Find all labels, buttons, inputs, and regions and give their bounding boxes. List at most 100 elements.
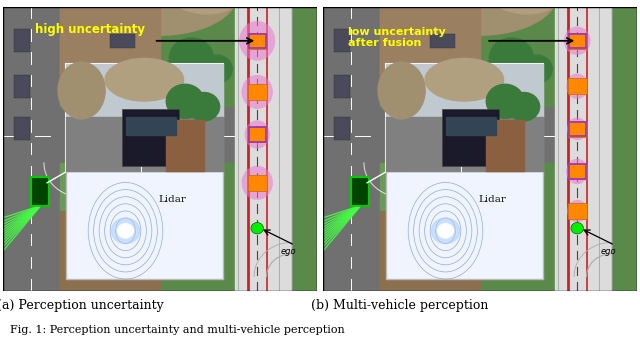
Bar — [31, 177, 49, 206]
Text: ego: ego — [281, 247, 296, 256]
Circle shape — [571, 222, 584, 234]
Bar — [66, 64, 223, 171]
Circle shape — [157, 61, 195, 95]
Bar — [110, 34, 135, 48]
Circle shape — [201, 55, 232, 83]
Circle shape — [118, 224, 133, 238]
Bar — [236, 7, 317, 291]
Bar — [568, 78, 587, 94]
Text: high uncertainty: high uncertainty — [35, 23, 145, 36]
Bar — [568, 34, 586, 48]
Bar — [160, 7, 236, 106]
Bar — [568, 122, 586, 136]
Bar — [60, 7, 160, 98]
Circle shape — [431, 218, 460, 244]
Bar — [248, 34, 266, 48]
Bar — [380, 211, 480, 291]
Circle shape — [438, 224, 453, 238]
Ellipse shape — [567, 118, 588, 140]
Bar — [568, 164, 586, 178]
Bar — [480, 163, 556, 291]
Bar — [568, 164, 587, 179]
Bar — [480, 7, 556, 106]
Bar — [3, 106, 236, 163]
Ellipse shape — [402, 0, 558, 35]
Bar — [386, 118, 543, 171]
Circle shape — [486, 84, 524, 118]
Bar — [351, 177, 369, 206]
Bar — [60, 163, 97, 291]
Bar — [125, 118, 176, 135]
Bar — [334, 75, 350, 98]
Bar — [14, 29, 30, 52]
Ellipse shape — [241, 166, 273, 200]
Circle shape — [508, 93, 540, 121]
Bar — [248, 84, 267, 100]
Ellipse shape — [566, 159, 588, 184]
Bar — [60, 211, 160, 291]
Circle shape — [166, 84, 204, 118]
Bar — [380, 7, 480, 98]
Text: Lidar: Lidar — [479, 195, 506, 203]
Ellipse shape — [160, 0, 254, 14]
Bar — [430, 34, 455, 48]
Text: low uncertainty
after fusion: low uncertainty after fusion — [348, 27, 446, 48]
Ellipse shape — [567, 200, 588, 222]
Bar — [323, 106, 556, 163]
Bar — [248, 33, 267, 49]
Bar — [417, 7, 480, 291]
Ellipse shape — [480, 0, 574, 14]
Bar — [486, 120, 524, 171]
Circle shape — [170, 38, 213, 78]
Bar — [248, 175, 267, 191]
Bar — [612, 7, 637, 291]
Text: Lidar: Lidar — [159, 195, 186, 203]
Text: (a) Perception uncertainty: (a) Perception uncertainty — [0, 299, 163, 312]
Ellipse shape — [239, 21, 275, 61]
Bar — [323, 7, 556, 291]
Bar — [323, 7, 380, 291]
Bar — [166, 120, 204, 171]
Bar — [14, 118, 30, 140]
Circle shape — [188, 93, 220, 121]
Bar — [122, 109, 179, 166]
Text: ego: ego — [601, 247, 616, 256]
Bar — [292, 7, 317, 291]
Bar — [445, 118, 495, 135]
Bar — [60, 7, 97, 106]
Bar — [66, 118, 223, 171]
Bar — [97, 7, 160, 291]
Bar — [499, 147, 524, 162]
Text: Fig. 1: Perception uncertainty and multi-vehicle perception: Fig. 1: Perception uncertainty and multi… — [10, 324, 344, 335]
Circle shape — [251, 222, 264, 234]
Circle shape — [111, 218, 140, 244]
Bar — [66, 171, 223, 279]
Ellipse shape — [105, 58, 184, 101]
Circle shape — [490, 38, 533, 78]
Circle shape — [521, 55, 552, 83]
Bar — [14, 75, 30, 98]
Bar — [386, 171, 543, 279]
Bar — [380, 7, 417, 106]
Bar — [386, 64, 543, 118]
Bar — [568, 203, 587, 219]
Ellipse shape — [378, 62, 425, 119]
Bar — [163, 127, 188, 142]
Bar — [179, 147, 204, 162]
Circle shape — [477, 61, 515, 95]
Bar — [3, 7, 236, 291]
Bar — [248, 127, 266, 142]
Bar — [556, 7, 637, 291]
Ellipse shape — [425, 58, 504, 101]
Bar — [248, 127, 267, 142]
Bar — [442, 109, 499, 166]
Bar — [66, 64, 223, 118]
Ellipse shape — [244, 120, 270, 149]
Ellipse shape — [564, 27, 591, 55]
Bar — [483, 127, 508, 142]
Ellipse shape — [82, 0, 239, 35]
Bar — [3, 7, 60, 291]
Ellipse shape — [241, 75, 273, 109]
Ellipse shape — [58, 62, 105, 119]
Bar — [380, 163, 417, 291]
